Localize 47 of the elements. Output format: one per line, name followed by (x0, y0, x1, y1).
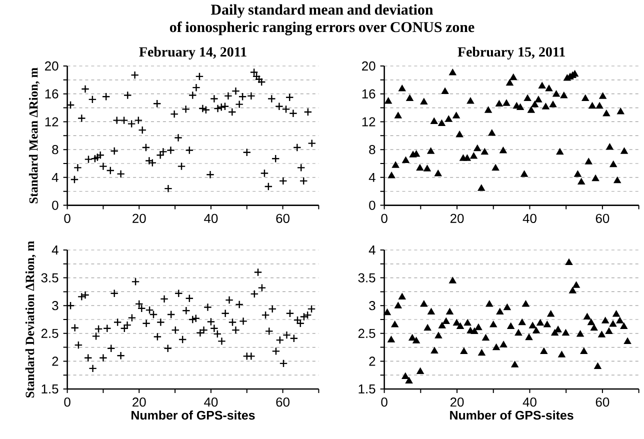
x-tick-label: 0 (64, 398, 70, 407)
x-tick-label: 20 (132, 398, 146, 407)
chart-subtitle: February 14, 2011 (139, 46, 246, 60)
y-tick-label: 20 (45, 61, 58, 71)
x-tick-label: 60 (276, 214, 290, 223)
x-tick-label: 60 (276, 398, 290, 407)
y-tick-label: 0 (52, 200, 58, 210)
y-tick-label: 4 (368, 246, 376, 254)
x-tick-label: 0 (381, 398, 388, 407)
x-tick-label: 40 (204, 214, 218, 223)
x-tick-label: 20 (132, 214, 146, 223)
y-tick-label: 4 (52, 246, 58, 254)
y-tick-label: 3.5 (41, 273, 58, 282)
chart-title: Daily standard mean and deviation of ionospheric ranging errors over CONUS zone (170, 4, 474, 36)
chart-subtitle: February 15, 2011 (458, 46, 565, 60)
y-tick-label: 2 (369, 356, 376, 366)
y-tick-label: 4 (52, 172, 58, 182)
y-tick-label: 2.5 (358, 328, 376, 338)
x-tick-label: 40 (522, 398, 536, 407)
y-tick-label: 3 (52, 301, 58, 310)
x-axis-title: Number of GPS-sites (132, 410, 255, 420)
x-tick-label: 0 (64, 214, 70, 223)
y-tick-label: 2.5 (41, 328, 58, 338)
y-tick-label: 3 (369, 301, 376, 310)
y-tick-label: 20 (362, 61, 376, 71)
y-tick-label: 12 (45, 117, 58, 126)
y-tick-label: 16 (362, 89, 376, 98)
y-tick-label: 8 (52, 144, 58, 154)
x-tick-label: 60 (596, 214, 610, 223)
x-axis-title: Number of GPS-sites (450, 410, 574, 420)
y-axis-title: Standard Deviation ΔRion, m (25, 241, 36, 398)
y-tick-label: 1.5 (42, 384, 58, 394)
x-tick-label: 20 (450, 214, 464, 223)
y-tick-label: 0 (369, 200, 376, 210)
y-axis-title: Standard Mean ΔRion, m (28, 68, 40, 204)
y-tick-label: 4 (368, 172, 376, 182)
y-tick-label: 8 (369, 144, 376, 154)
y-tick-label: 3.5 (358, 273, 376, 282)
y-tick-label: 16 (45, 89, 58, 98)
x-tick-label: 60 (596, 398, 610, 407)
y-tick-label: 2 (52, 356, 58, 366)
x-tick-label: 0 (381, 214, 388, 223)
y-tick-label: 12 (362, 117, 376, 126)
x-tick-label: 40 (522, 214, 536, 223)
y-tick-label: 1.5 (358, 384, 376, 394)
x-tick-label: 40 (204, 398, 218, 407)
x-tick-label: 20 (450, 398, 464, 407)
